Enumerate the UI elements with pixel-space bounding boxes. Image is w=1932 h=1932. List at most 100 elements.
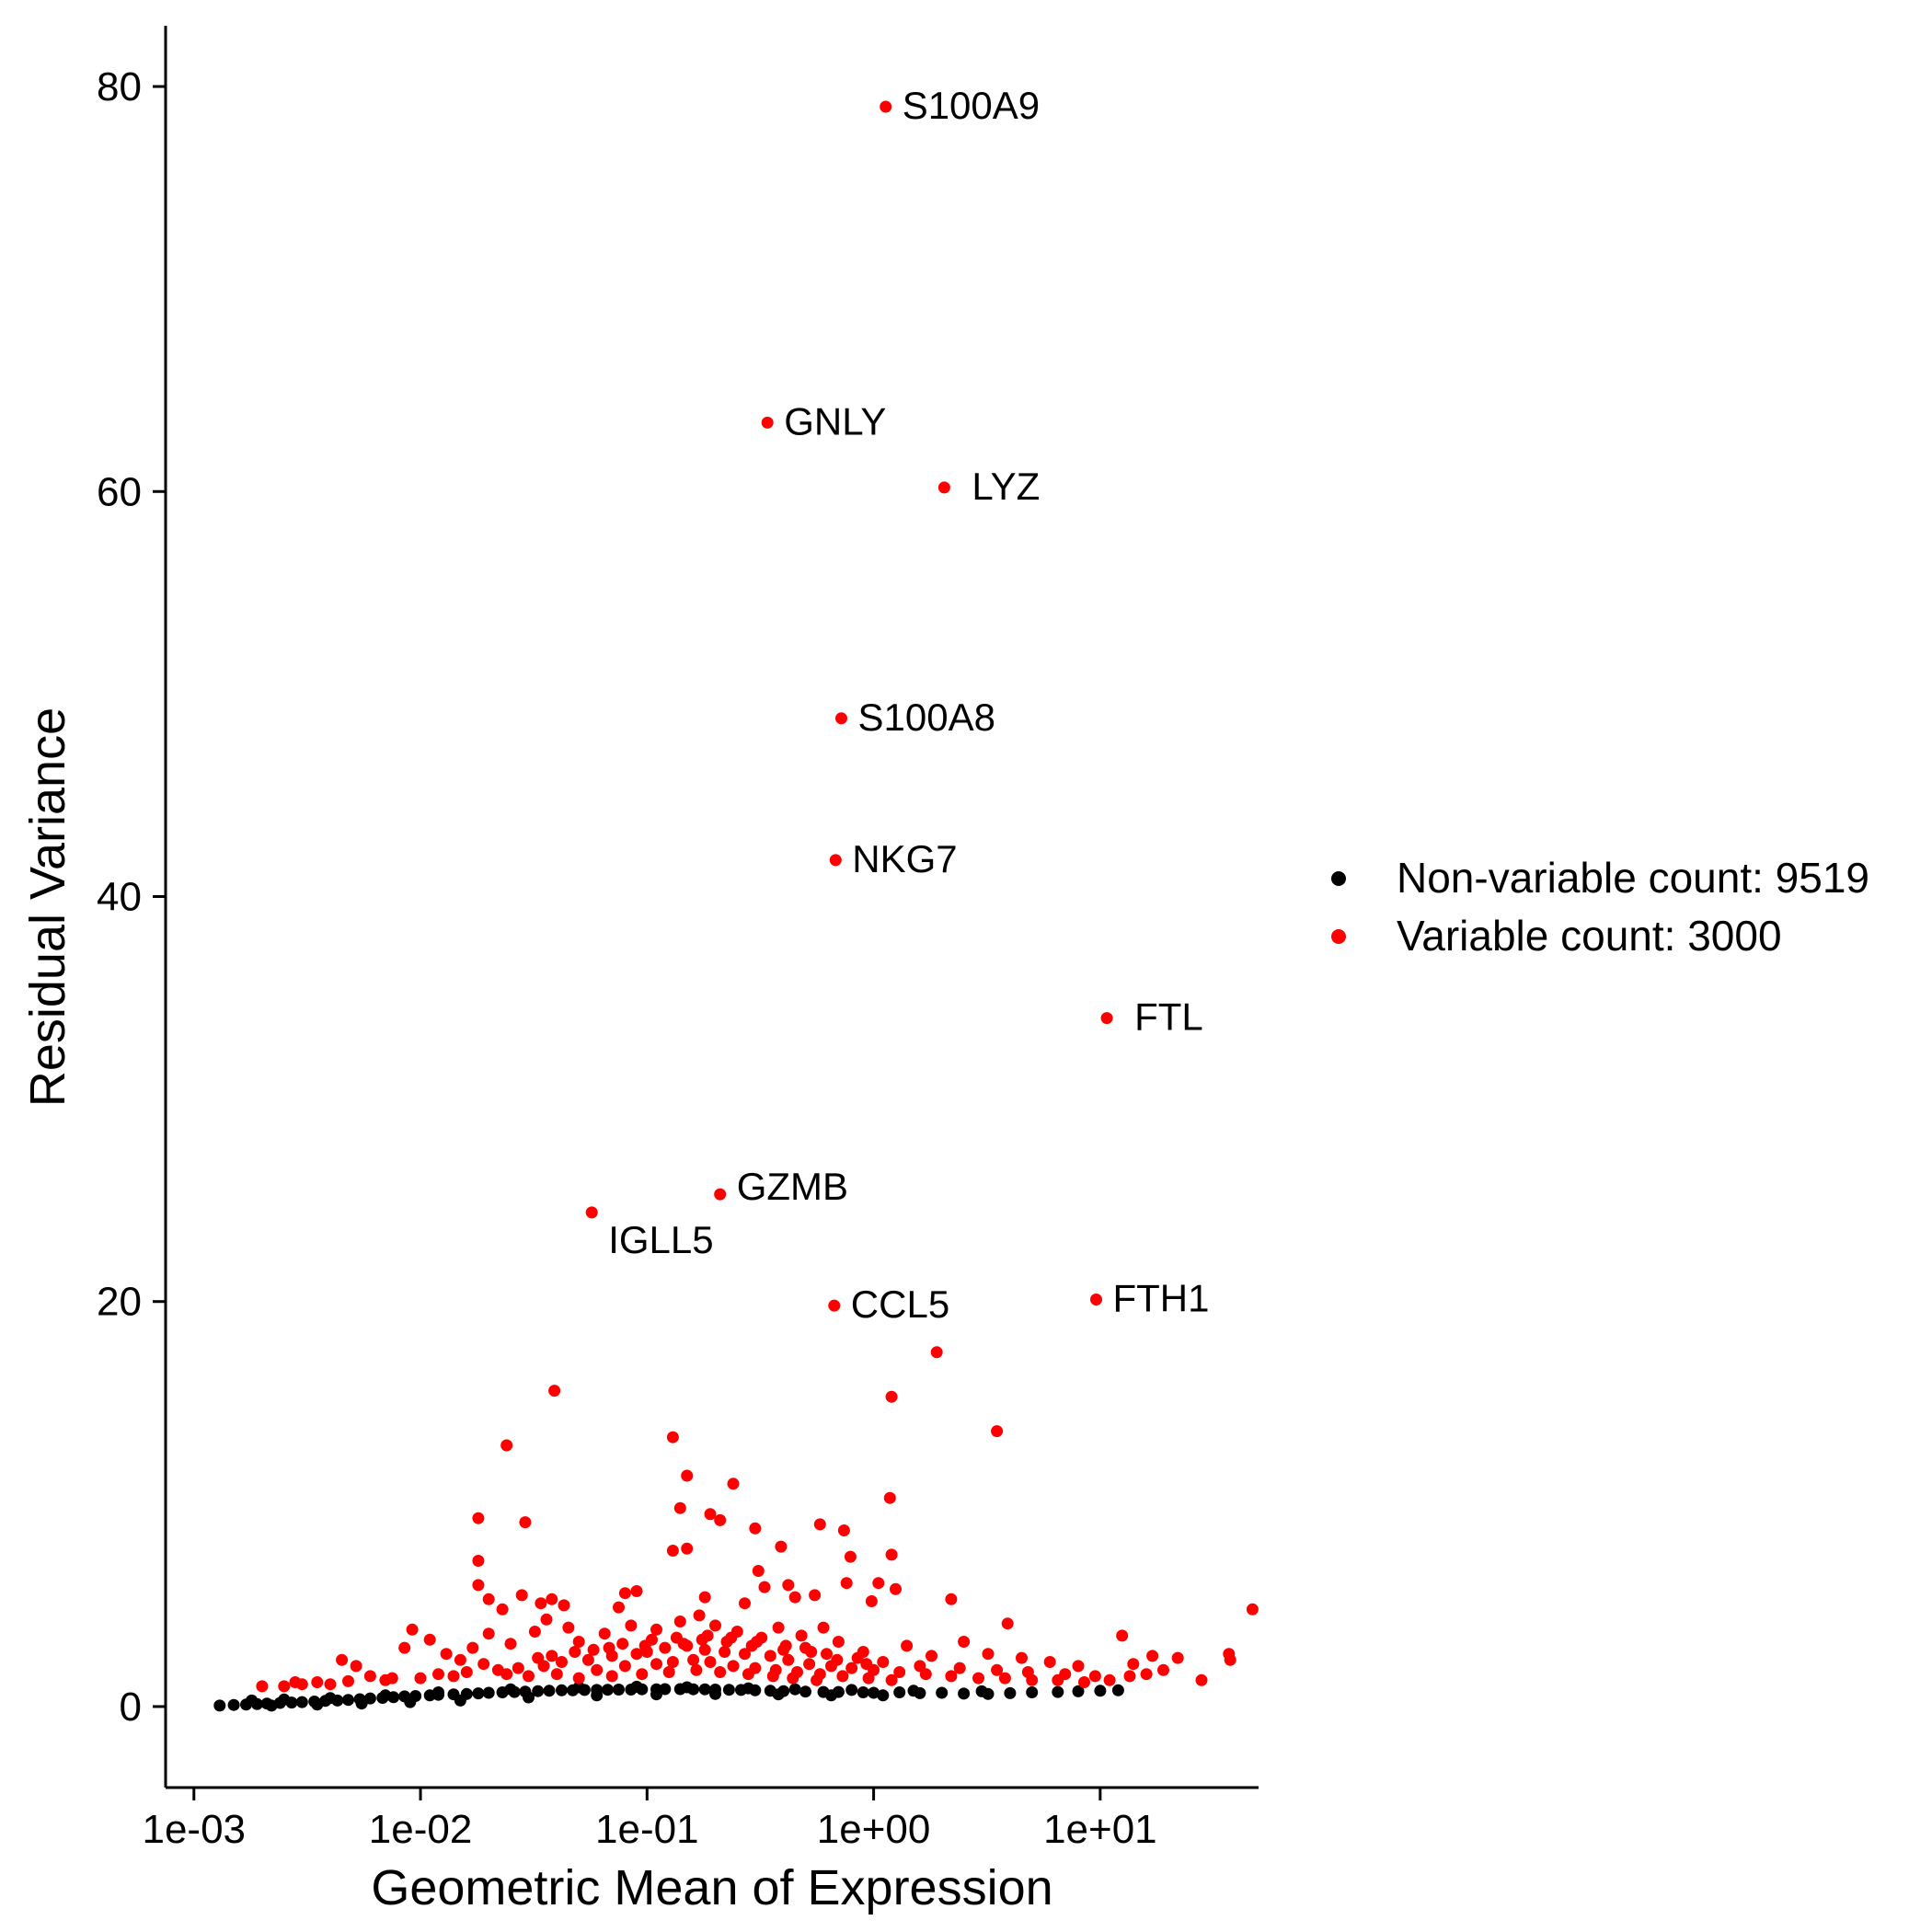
variable-point-15 xyxy=(500,1439,513,1452)
plot-points xyxy=(213,100,1259,1712)
nonvariable-point-34 xyxy=(613,1684,625,1696)
variable-point-186 xyxy=(1021,1666,1034,1678)
variable-point-117 xyxy=(659,1641,672,1654)
variable-point-37 xyxy=(758,1581,771,1593)
nonvariable-point-74 xyxy=(788,1683,801,1696)
variable-point-156 xyxy=(605,1670,618,1683)
variable-point-3 xyxy=(835,712,847,725)
variable-point-126 xyxy=(845,1662,858,1674)
variable-point-39 xyxy=(840,1577,853,1590)
gene-label-gzmb: GZMB xyxy=(737,1165,848,1208)
legend-label-nonvariable: Non-variable count: 9519 xyxy=(1397,854,1869,902)
variable-point-115 xyxy=(630,1648,643,1661)
variable-point-97 xyxy=(1171,1651,1184,1664)
variable-point-113 xyxy=(581,1653,594,1666)
gene-label-ftl: FTL xyxy=(1134,995,1203,1039)
variable-point-169 xyxy=(500,1668,513,1681)
variable-point-138 xyxy=(1140,1668,1153,1681)
variable-point-5 xyxy=(1100,1012,1113,1025)
nonvariable-point-89 xyxy=(877,1689,890,1702)
nonvariable-point-51 xyxy=(857,1686,869,1698)
nonvariable-point-43 xyxy=(722,1684,735,1696)
variable-point-57 xyxy=(1116,1629,1129,1642)
variable-point-78 xyxy=(693,1609,706,1622)
nonvariable-point-55 xyxy=(936,1686,949,1699)
nonvariable-point-73 xyxy=(742,1682,754,1695)
variable-point-26 xyxy=(837,1524,850,1536)
variable-point-197 xyxy=(751,1636,764,1648)
nonvariable-point-77 xyxy=(975,1685,988,1697)
nonvariable-point-38 xyxy=(659,1683,672,1696)
nonvariable-point-7 xyxy=(295,1696,308,1708)
variable-point-28 xyxy=(681,1542,694,1555)
gene-label-gnly: GNLY xyxy=(784,399,886,443)
variable-point-29 xyxy=(775,1540,788,1553)
variable-point-18 xyxy=(883,1491,896,1504)
variable-point-73 xyxy=(572,1636,585,1648)
legend-marker-variable xyxy=(1331,929,1346,944)
variable-point-163 xyxy=(787,1672,799,1685)
variable-point-192 xyxy=(603,1641,615,1654)
variable-point-71 xyxy=(540,1613,553,1626)
variable-point-120 xyxy=(719,1646,731,1658)
variable-point-60 xyxy=(311,1676,324,1688)
variable-point-67 xyxy=(466,1641,479,1654)
variable-point-158 xyxy=(662,1666,675,1678)
variable-point-91 xyxy=(1016,1651,1028,1664)
variable-point-16 xyxy=(681,1469,694,1482)
variable-point-41 xyxy=(890,1582,902,1595)
variable-point-104 xyxy=(324,1678,337,1691)
y-tick-label-20: 20 xyxy=(97,1280,142,1325)
nonvariable-point-28 xyxy=(543,1685,556,1697)
nonvariable-point-63 xyxy=(1111,1684,1124,1696)
variable-point-143 xyxy=(650,1658,662,1671)
variable-point-123 xyxy=(782,1653,795,1666)
variable-point-82 xyxy=(772,1621,785,1634)
variable-point-110 xyxy=(512,1662,524,1674)
variable-point-92 xyxy=(1043,1656,1056,1668)
gene-label-s100a8: S100A8 xyxy=(858,696,995,739)
nonvariable-point-48 xyxy=(799,1685,811,1698)
variable-point-124 xyxy=(803,1658,816,1671)
variable-point-42 xyxy=(945,1593,958,1605)
variable-point-170 xyxy=(546,1650,558,1662)
nonvariable-point-83 xyxy=(523,1691,535,1704)
gene-label-fth1: FTH1 xyxy=(1113,1277,1210,1320)
variable-point-70 xyxy=(528,1626,541,1638)
y-axis-title: Residual Variance xyxy=(20,707,75,1107)
variable-point-74 xyxy=(598,1627,611,1640)
variable-point-36 xyxy=(630,1585,643,1597)
gene-labels: S100A9 GNLY LYZ S100A8 NKG7 FTL GZMB IGLL5 CCL5 F… xyxy=(608,84,1209,1326)
x-tick-label-1e+00: 1e+00 xyxy=(817,1807,931,1852)
nonvariable-point-11 xyxy=(342,1694,354,1707)
variable-point-93 xyxy=(1072,1660,1085,1673)
variable-point-68 xyxy=(482,1627,495,1640)
variable-point-161 xyxy=(742,1668,754,1681)
variable-point-59 xyxy=(350,1660,362,1673)
variable-point-64 xyxy=(423,1633,436,1646)
variable-point-56 xyxy=(1001,1617,1014,1630)
variable-point-51 xyxy=(739,1597,751,1610)
nonvariable-point-79 xyxy=(311,1698,324,1711)
nonvariable-point-1 xyxy=(227,1698,240,1711)
variable-point-195 xyxy=(701,1629,714,1642)
variable-point-188 xyxy=(1088,1670,1101,1683)
nonvariable-point-75 xyxy=(845,1684,858,1696)
variable-point-76 xyxy=(650,1623,662,1636)
variable-point-17 xyxy=(727,1478,740,1490)
nonvariable-point-68 xyxy=(432,1686,444,1698)
variable-point-50 xyxy=(698,1591,711,1604)
variable-point-7 xyxy=(585,1206,598,1219)
variable-point-19 xyxy=(472,1512,485,1524)
variable-point-1 xyxy=(761,416,774,429)
variable-point-89 xyxy=(958,1636,971,1648)
variable-point-155 xyxy=(572,1672,585,1685)
variable-point-184 xyxy=(953,1662,966,1674)
variable-point-8 xyxy=(828,1299,841,1312)
variable-point-121 xyxy=(739,1648,751,1661)
variable-point-172 xyxy=(616,1638,629,1650)
legend: Non-variable count: 9519 Variable count:… xyxy=(1331,854,1869,960)
variable-point-96 xyxy=(1157,1663,1169,1676)
variable-point-130 xyxy=(945,1670,958,1683)
variable-point-141 xyxy=(591,1663,604,1676)
